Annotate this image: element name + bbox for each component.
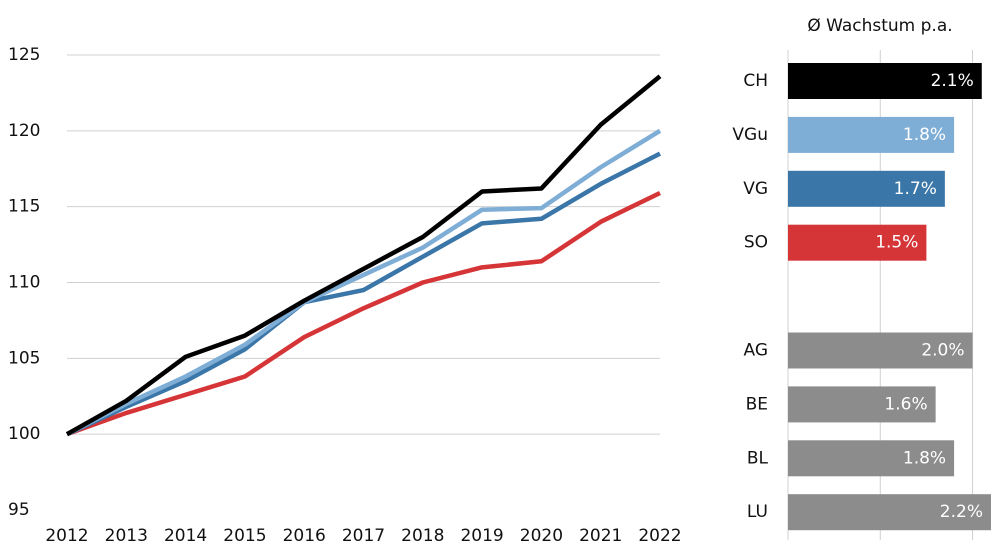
- bar: [788, 63, 982, 99]
- value-label: 1.8%: [903, 125, 946, 145]
- category-label: LU: [747, 502, 768, 522]
- category-label: AG: [743, 341, 768, 361]
- value-label: 1.8%: [903, 448, 946, 468]
- x-tick-label: 2012: [45, 526, 88, 546]
- category-label: SO: [744, 233, 768, 253]
- line: [66, 151, 662, 437]
- category-label: CH: [743, 71, 768, 91]
- category-label: VG: [743, 179, 768, 199]
- bar: [788, 116, 955, 153]
- line: [65, 128, 662, 437]
- value-label: 2.0%: [921, 341, 964, 361]
- x-tick-label: 2016: [283, 526, 326, 546]
- bar: [788, 170, 945, 207]
- bar: [788, 386, 936, 423]
- value-label: 2.2%: [940, 502, 983, 522]
- value-label: 2.1%: [931, 71, 974, 91]
- y-tick-label: 95: [8, 500, 30, 520]
- category-label: BL: [747, 448, 769, 468]
- bar-title: Ø Wachstum p.a.: [807, 16, 952, 36]
- bar: [788, 224, 927, 261]
- y-tick-label: 110: [8, 273, 40, 293]
- y-tick-label: 100: [8, 424, 40, 444]
- value-label: 1.6%: [884, 394, 927, 414]
- value-label: 1.5%: [875, 233, 918, 253]
- x-tick-label: 2017: [342, 526, 385, 546]
- x-tick-label: 2019: [460, 526, 503, 546]
- x-tick-label: 2021: [579, 526, 622, 546]
- value-label: 1.7%: [894, 179, 937, 199]
- x-tick-label: 2020: [520, 526, 563, 546]
- x-tick-label: 2015: [223, 526, 266, 546]
- bar: [788, 440, 955, 477]
- bar: [788, 332, 973, 369]
- y-tick-label: 120: [8, 121, 40, 141]
- x-tick-label: 2014: [164, 526, 207, 546]
- y-tick-label: 115: [8, 197, 40, 217]
- line: [65, 74, 662, 437]
- category-label: VGu: [732, 125, 768, 145]
- y-tick-label: 125: [8, 45, 40, 65]
- line: [66, 190, 661, 437]
- x-tick-label: 2022: [638, 526, 681, 546]
- x-tick-label: 2018: [401, 526, 444, 546]
- bar: [788, 494, 991, 531]
- y-tick-label: 105: [8, 348, 40, 368]
- x-tick-label: 2013: [105, 526, 148, 546]
- category-label: BE: [746, 394, 768, 414]
